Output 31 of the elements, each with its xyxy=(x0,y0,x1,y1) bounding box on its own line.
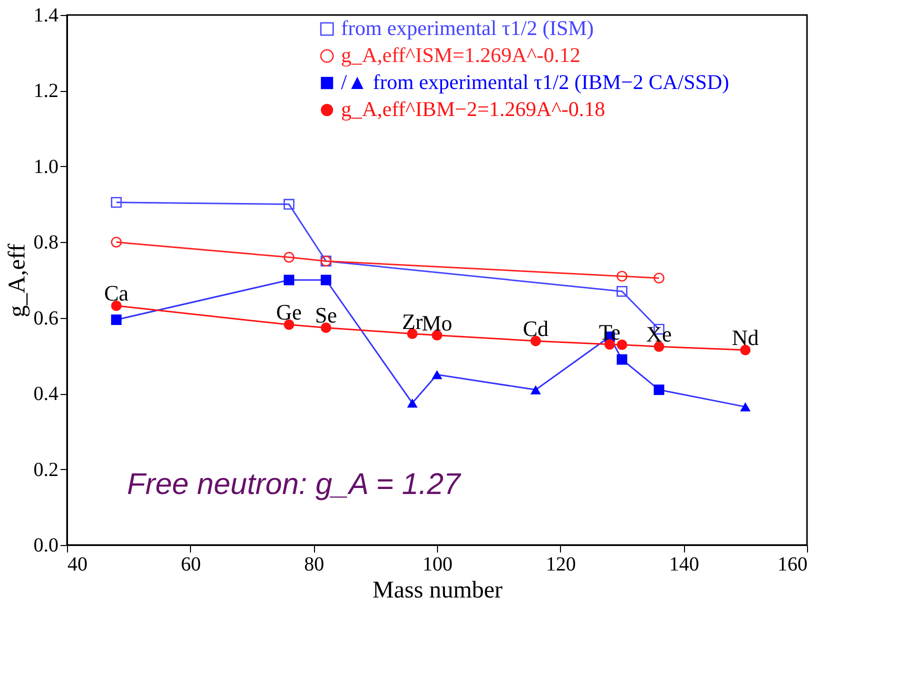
x-tick-label: 60 xyxy=(180,554,201,576)
annotation: Cd xyxy=(522,316,549,341)
legend-label: from experimental τ1/2 (ISM) xyxy=(341,16,594,40)
y-tick-label: 1.4 xyxy=(34,4,58,26)
x-tick-label: 140 xyxy=(669,554,700,576)
x-tick-label: 80 xyxy=(304,554,324,576)
annotation: Ge xyxy=(276,300,302,325)
annotation: Nd xyxy=(732,325,759,350)
y-tick-label: 0.8 xyxy=(34,232,58,254)
annotation: Se xyxy=(315,302,337,328)
annotation: Xe xyxy=(646,322,672,347)
x-tick-label: 120 xyxy=(546,554,576,576)
y-tick-label: 0.6 xyxy=(34,307,58,330)
annotation: Ca xyxy=(104,280,129,306)
annotation: Mo xyxy=(422,310,452,336)
y-tick-label: 0.0 xyxy=(34,534,58,556)
annotation: Zr xyxy=(402,308,424,334)
legend-label: g_A,eff^ISM=1.269A^-0.12 xyxy=(341,43,580,67)
legend-label: g_A,eff^IBM−2=1.269A^-0.18 xyxy=(341,97,606,121)
y-tick-label: 0.4 xyxy=(34,383,58,406)
annotation: Te xyxy=(598,319,621,344)
legend-label: /▲ from experimental τ1/2 (IBM−2 CA/SSD) xyxy=(341,70,730,94)
x-axis-title: Mass number xyxy=(372,578,502,604)
y-tick-label: 1.2 xyxy=(34,80,58,102)
x-tick-label: 100 xyxy=(422,554,452,576)
y-tick-label: 0.2 xyxy=(34,458,58,481)
annotation: Free neutron: g_A = 1.27 xyxy=(127,468,462,501)
x-tick-label: 40 xyxy=(68,554,88,576)
y-axis-title: g_A,eff xyxy=(4,244,30,318)
x-tick-label: 160 xyxy=(778,554,808,576)
y-tick-label: 1.0 xyxy=(34,156,58,178)
